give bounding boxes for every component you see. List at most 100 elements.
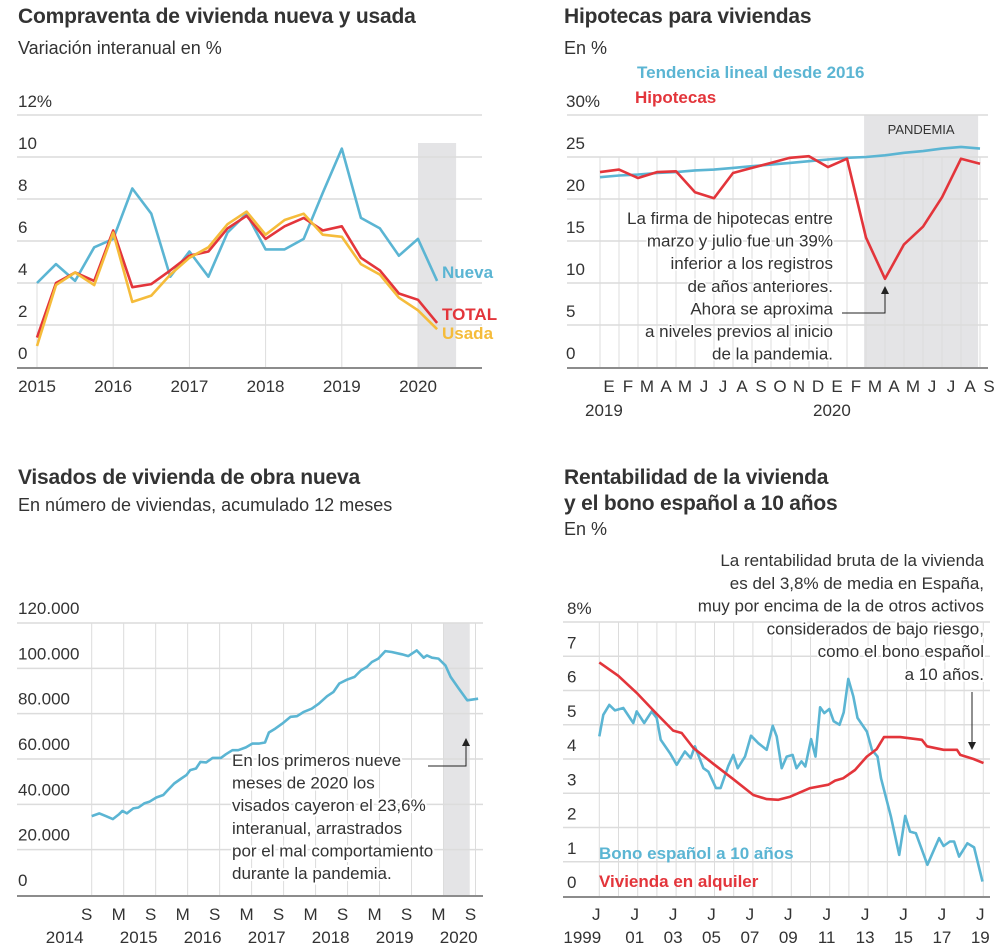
year-label: 09: [779, 928, 798, 947]
year-label: 17: [932, 928, 951, 947]
x-tick-label: S: [465, 905, 476, 924]
x-tick-label: S: [81, 905, 92, 924]
year-label: 2019: [376, 928, 414, 947]
chart1-subtitle: Variación interanual en %: [18, 38, 222, 58]
year-label: 01: [625, 928, 644, 947]
annotation-line: a niveles previos al inicio: [645, 322, 833, 341]
x-tick-label: J: [947, 377, 956, 396]
legend-hipotecas: Hipotecas: [635, 88, 716, 107]
y-tick-label: 3: [567, 770, 576, 789]
chart4-title: Rentabilidad de la vivienda: [564, 466, 829, 489]
year-label: 19: [971, 928, 990, 947]
x-tick-label: J: [592, 905, 601, 924]
year-label: 2018: [312, 928, 350, 947]
series-label-usada: Usada: [442, 324, 494, 343]
annotation-line: La rentabilidad bruta de la vivienda: [720, 551, 984, 570]
y-tick-label: 15: [566, 218, 585, 237]
x-tick-label: J: [700, 377, 709, 396]
annotation-line: Ahora se aproxima: [690, 299, 833, 318]
arrowhead-icon: [968, 742, 976, 750]
chart2-title: Hipotecas para viviendas: [564, 5, 812, 28]
y-tick-label: 120.000: [18, 599, 79, 618]
x-tick-label: J: [784, 905, 793, 924]
chart4-title-line2: y el bono español a 10 años: [564, 492, 838, 515]
y-tick-label: 60.000: [18, 735, 70, 754]
year-label: 2015: [120, 928, 158, 947]
annotation-line: de la pandemia.: [712, 345, 833, 364]
y-tick-label: 20.000: [18, 826, 70, 845]
x-tick-label: J: [928, 377, 937, 396]
pandemic-label: PANDEMIA: [888, 122, 955, 137]
year-label: 2016: [184, 928, 222, 947]
annotation-line: por el mal comportamiento: [232, 841, 433, 860]
legend-bono: Bono español a 10 años: [599, 844, 794, 863]
annotation-line: durante la pandemia.: [232, 864, 392, 883]
y-tick-label: 40.000: [18, 780, 70, 799]
year-label: 11: [818, 928, 836, 947]
chart1-title: Compraventa de vivienda nueva y usada: [18, 5, 416, 28]
year-label: 2019: [585, 401, 623, 420]
y-tick-label: 25: [566, 134, 585, 153]
y-tick-label: 10: [566, 260, 585, 279]
x-tick-label: J: [719, 377, 728, 396]
series-line-alquiler: [598, 661, 984, 802]
arrowhead-icon: [462, 738, 470, 746]
x-tick-label: A: [660, 377, 672, 396]
chart2-subtitle: En %: [564, 38, 608, 58]
y-tick-label: 30%: [566, 92, 600, 111]
x-tick-label: M: [240, 905, 254, 924]
year-label: 15: [894, 928, 913, 947]
year-label: 03: [664, 928, 683, 947]
year-label: 2017: [248, 928, 286, 947]
x-tick-label: S: [401, 905, 412, 924]
annotation-line: visados cayeron el 23,6%: [232, 796, 426, 815]
x-tick-label: A: [736, 377, 748, 396]
y-tick-label: 20: [566, 176, 585, 195]
y-tick-label: 8: [18, 176, 27, 195]
x-tick-label: A: [888, 377, 900, 396]
x-tick-label: M: [367, 905, 381, 924]
annotation-line: de años anteriores.: [687, 277, 833, 296]
chart3: [17, 622, 483, 897]
x-tick-label: S: [273, 905, 284, 924]
x-tick-label: F: [623, 377, 633, 396]
annotation-line: En los primeros nueve: [232, 751, 401, 770]
x-tick-label: M: [868, 377, 882, 396]
annotation-line: La firma de hipotecas entre: [627, 209, 833, 228]
legend-alquiler: Vivienda en alquiler: [599, 872, 759, 891]
chart3-subtitle: En número de viviendas, acumulado 12 mes…: [18, 495, 393, 515]
y-tick-label: 2: [18, 302, 27, 321]
x-tick-label: E: [831, 377, 842, 396]
x-tick-label: J: [669, 905, 678, 924]
y-tick-label: 4: [567, 736, 576, 755]
y-tick-label: 1: [567, 839, 576, 858]
y-tick-label: 5: [566, 302, 575, 321]
chart4: [563, 621, 990, 898]
y-tick-label: 8%: [567, 599, 592, 618]
y-tick-label: 0: [18, 871, 27, 890]
arrowhead-icon: [881, 286, 889, 294]
x-tick-label: J: [938, 905, 947, 924]
chart4-subtitle: En %: [564, 519, 608, 539]
series-line-usada: [35, 210, 439, 347]
chart1: [17, 114, 482, 369]
x-tick-label: S: [209, 905, 220, 924]
chart3-title: Visados de vivienda de obra nueva: [18, 466, 360, 489]
series-line-nueva: [36, 147, 439, 284]
annotation-line: inferior a los registros: [670, 254, 833, 273]
x-tick-label: 2020: [399, 377, 437, 396]
annotation-line: como el bono español: [818, 642, 984, 661]
annotation-arrow: [428, 744, 467, 767]
x-tick-label: J: [630, 905, 639, 924]
y-tick-label: 7: [567, 633, 576, 652]
annotation-line: muy por encima de la de otros activos: [698, 597, 984, 616]
x-tick-label: M: [906, 377, 920, 396]
x-tick-label: J: [746, 905, 755, 924]
x-tick-label: S: [755, 377, 766, 396]
y-tick-label: 100.000: [18, 644, 79, 663]
x-tick-label: S: [337, 905, 348, 924]
x-tick-label: 2015: [18, 377, 56, 396]
annotation-line: meses de 2020 los: [232, 774, 375, 793]
annotation-line: marzo y julio fue un 39%: [647, 232, 833, 251]
x-tick-label: F: [851, 377, 861, 396]
